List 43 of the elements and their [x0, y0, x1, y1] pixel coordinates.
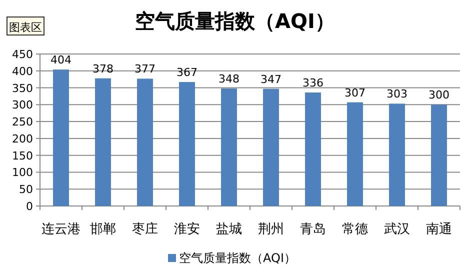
- bar: [389, 104, 405, 206]
- bar: [179, 82, 195, 206]
- data-label: 303: [386, 88, 408, 101]
- y-tick-label: 300: [12, 98, 33, 112]
- x-tick-label: 南通: [426, 222, 452, 237]
- x-tick-label: 青岛: [300, 222, 326, 237]
- x-tick-label: 常德: [342, 222, 368, 237]
- data-label: 378: [92, 62, 114, 76]
- bar: [305, 92, 321, 206]
- x-tick-label: 武汉: [384, 222, 410, 237]
- data-label: 348: [218, 72, 240, 86]
- bar: [95, 78, 111, 206]
- x-tick-label: 连云港: [42, 222, 80, 237]
- legend-label: 空气质量指数（AQI）: [179, 251, 296, 265]
- y-tick-label: 350: [12, 82, 33, 95]
- data-label: 300: [428, 88, 450, 102]
- bar: [53, 70, 69, 206]
- y-tick-label: 150: [12, 149, 33, 162]
- x-tick-label: 淮安: [174, 221, 200, 237]
- y-tick-label: 250: [12, 116, 33, 129]
- x-tick-label: 荆州: [258, 222, 284, 237]
- x-tick-label: 枣庄: [132, 222, 158, 237]
- x-tick-label: 邯郸: [90, 222, 116, 237]
- chart-title: 空气质量指数（AQI）: [135, 9, 335, 33]
- y-tick-label: 50: [19, 183, 33, 196]
- y-tick-label: 450: [12, 48, 33, 61]
- data-label: 336: [302, 76, 324, 90]
- y-tick-label: 400: [12, 64, 33, 78]
- bar: [431, 104, 447, 206]
- y-tick-label: 200: [12, 132, 33, 146]
- y-tick-label: 0: [26, 200, 33, 213]
- data-label: 367: [176, 66, 198, 80]
- bar: [137, 78, 153, 206]
- data-label: 404: [50, 54, 72, 67]
- data-label: 307: [344, 86, 366, 100]
- bar: [347, 102, 363, 206]
- text: 图表区: [9, 21, 42, 34]
- y-tick-label: 100: [12, 166, 33, 180]
- bar: [263, 88, 279, 206]
- data-label: 377: [134, 62, 156, 76]
- x-tick-label: 盐城: [216, 222, 242, 237]
- bar: [221, 88, 237, 206]
- data-label: 347: [260, 72, 282, 86]
